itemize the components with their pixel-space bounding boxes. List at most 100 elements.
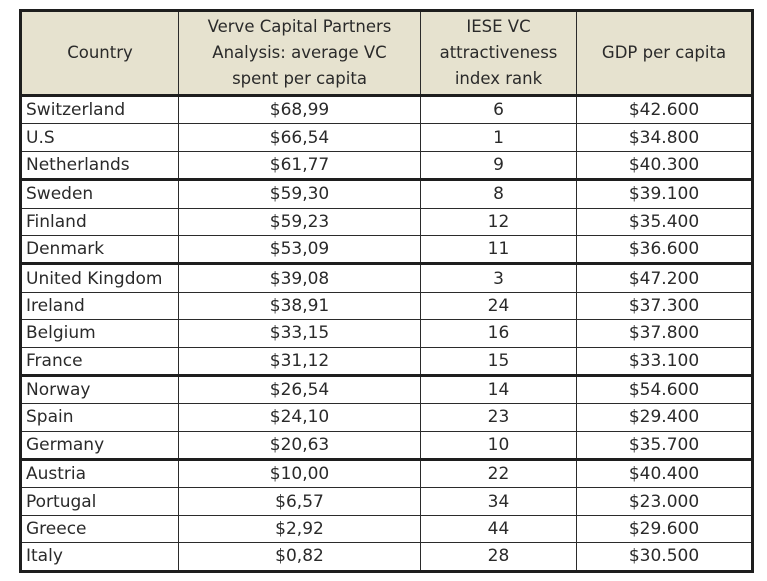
table-row: Spain $24,10 23 $29.400 — [19, 403, 754, 432]
cell-country: Netherlands — [19, 150, 179, 181]
cell-iese-rank: 28 — [420, 542, 577, 573]
cell-avg-vc-spent: $33,15 — [178, 319, 421, 348]
header-avg-vc-line-2: Analysis: average VC — [212, 43, 387, 62]
cell-gdp-per-capita: $30.500 — [576, 542, 754, 573]
cell-country: Greece — [19, 514, 179, 544]
cell-gdp-per-capita: $54.600 — [576, 373, 754, 405]
cell-iese-rank: 12 — [420, 207, 577, 236]
cell-avg-vc-spent: $53,09 — [178, 234, 421, 265]
cell-iese-rank: 15 — [420, 346, 577, 376]
cell-avg-vc-spent: $68,99 — [178, 94, 421, 125]
cell-gdp-per-capita: $35.700 — [576, 430, 754, 461]
table-row: U.S $66,54 1 $34.800 — [19, 123, 754, 152]
header-iese-rank: IESE VC attractiveness index rank — [420, 9, 577, 97]
cell-iese-rank: 1 — [420, 123, 577, 152]
cell-iese-rank: 8 — [420, 178, 577, 209]
cell-country: Denmark — [19, 234, 179, 265]
table-row: Portugal $6,57 34 $23.000 — [19, 487, 754, 516]
vc-spending-table: Country Verve Capital Partners Analysis:… — [19, 9, 754, 573]
cell-country: Spain — [19, 403, 179, 432]
cell-avg-vc-spent: $24,10 — [178, 403, 421, 432]
cell-country: Austria — [19, 458, 179, 489]
cell-iese-rank: 14 — [420, 373, 577, 405]
cell-gdp-per-capita: $37.300 — [576, 291, 754, 321]
cell-gdp-per-capita: $29.400 — [576, 403, 754, 432]
header-country-line: Country — [67, 43, 133, 62]
header-row: Country Verve Capital Partners Analysis:… — [19, 9, 754, 97]
cell-gdp-per-capita: $40.300 — [576, 150, 754, 181]
cell-gdp-per-capita: $34.800 — [576, 123, 754, 152]
table-row: France $31,12 15 $33.100 — [19, 346, 754, 376]
cell-country: United Kingdom — [19, 262, 179, 293]
table-body: Switzerland $68,99 6 $42.600 U.S $66,54 1 $34.8… — [19, 94, 754, 573]
table-row: Finland $59,23 12 $35.400 — [19, 207, 754, 236]
table-row: Greece $2,92 44 $29.600 — [19, 514, 754, 544]
header-gdp-line: GDP per capita — [601, 43, 727, 62]
cell-avg-vc-spent: $39,08 — [178, 262, 421, 293]
cell-gdp-per-capita: $23.000 — [576, 487, 754, 516]
cell-avg-vc-spent: $38,91 — [178, 291, 421, 321]
cell-gdp-per-capita: $29.600 — [576, 514, 754, 544]
table-row: Germany $20,63 10 $35.700 — [19, 430, 754, 461]
cell-gdp-per-capita: $39.100 — [576, 178, 754, 209]
cell-country: Finland — [19, 207, 179, 236]
table-row: Netherlands $61,77 9 $40.300 — [19, 150, 754, 181]
cell-iese-rank: 34 — [420, 487, 577, 516]
cell-avg-vc-spent: $66,54 — [178, 123, 421, 152]
cell-country: Norway — [19, 373, 179, 405]
table-row: Sweden $59,30 8 $39.100 — [19, 178, 754, 209]
cell-gdp-per-capita: $35.400 — [576, 207, 754, 236]
cell-iese-rank: 16 — [420, 319, 577, 348]
cell-iese-rank: 24 — [420, 291, 577, 321]
cell-gdp-per-capita: $47.200 — [576, 262, 754, 293]
header-iese-line-1: IESE VC — [466, 17, 531, 36]
table-row: Switzerland $68,99 6 $42.600 — [19, 94, 754, 125]
cell-avg-vc-spent: $6,57 — [178, 487, 421, 516]
cell-iese-rank: 6 — [420, 94, 577, 125]
header-avg-vc-spent: Verve Capital Partners Analysis: average… — [178, 9, 421, 97]
cell-country: U.S — [19, 123, 179, 152]
header-iese-line-3: index rank — [454, 69, 543, 88]
cell-country: Germany — [19, 430, 179, 461]
table-row: Denmark $53,09 11 $36.600 — [19, 234, 754, 265]
cell-avg-vc-spent: $61,77 — [178, 150, 421, 181]
cell-gdp-per-capita: $36.600 — [576, 234, 754, 265]
cell-country: Portugal — [19, 487, 179, 516]
table-row: Italy $0,82 28 $30.500 — [19, 542, 754, 573]
cell-iese-rank: 44 — [420, 514, 577, 544]
cell-country: France — [19, 346, 179, 376]
cell-avg-vc-spent: $59,30 — [178, 178, 421, 209]
cell-avg-vc-spent: $31,12 — [178, 346, 421, 376]
cell-iese-rank: 3 — [420, 262, 577, 293]
header-iese-line-2: attractiveness — [439, 43, 558, 62]
header-avg-vc-line-3: spent per capita — [232, 69, 367, 88]
cell-avg-vc-spent: $20,63 — [178, 430, 421, 461]
cell-iese-rank: 22 — [420, 458, 577, 489]
header-country: Country — [19, 9, 179, 97]
cell-avg-vc-spent: $26,54 — [178, 373, 421, 405]
cell-country: Switzerland — [19, 94, 179, 125]
cell-iese-rank: 11 — [420, 234, 577, 265]
table-row: Belgium $33,15 16 $37.800 — [19, 319, 754, 348]
cell-gdp-per-capita: $37.800 — [576, 319, 754, 348]
cell-avg-vc-spent: $2,92 — [178, 514, 421, 544]
cell-gdp-per-capita: $40.400 — [576, 458, 754, 489]
header-avg-vc-line-1: Verve Capital Partners — [207, 17, 392, 36]
table-row: Norway $26,54 14 $54.600 — [19, 373, 754, 405]
table-row: United Kingdom $39,08 3 $47.200 — [19, 262, 754, 293]
header-gdp-per-capita: GDP per capita — [576, 9, 754, 97]
cell-country: Belgium — [19, 319, 179, 348]
table-row: Ireland $38,91 24 $37.300 — [19, 291, 754, 321]
cell-gdp-per-capita: $42.600 — [576, 94, 754, 125]
cell-gdp-per-capita: $33.100 — [576, 346, 754, 376]
cell-avg-vc-spent: $59,23 — [178, 207, 421, 236]
cell-avg-vc-spent: $0,82 — [178, 542, 421, 573]
cell-iese-rank: 10 — [420, 430, 577, 461]
cell-iese-rank: 23 — [420, 403, 577, 432]
cell-iese-rank: 9 — [420, 150, 577, 181]
cell-country: Sweden — [19, 178, 179, 209]
cell-country: Ireland — [19, 291, 179, 321]
data-table-container: Country Verve Capital Partners Analysis:… — [19, 9, 754, 573]
cell-avg-vc-spent: $10,00 — [178, 458, 421, 489]
table-row: Austria $10,00 22 $40.400 — [19, 458, 754, 489]
